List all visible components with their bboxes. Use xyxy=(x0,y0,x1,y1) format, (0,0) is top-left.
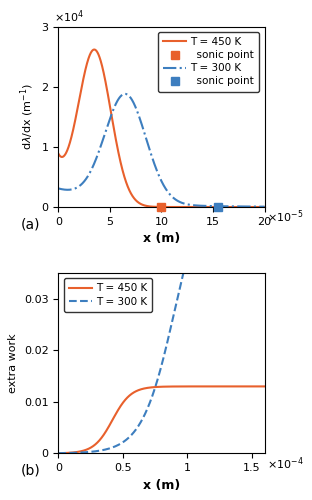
Text: $\times10^{-4}$: $\times10^{-4}$ xyxy=(267,455,303,472)
Y-axis label: d$\lambda$/dx (m$^{-1}$): d$\lambda$/dx (m$^{-1}$) xyxy=(18,84,36,150)
Text: (a): (a) xyxy=(21,217,41,231)
Legend: T = 450 K,   sonic point, T = 300 K,   sonic point: T = 450 K, sonic point, T = 300 K, sonic… xyxy=(158,32,259,92)
Text: $\times10^{-5}$: $\times10^{-5}$ xyxy=(267,209,303,226)
X-axis label: x (m): x (m) xyxy=(143,478,180,492)
X-axis label: x (m): x (m) xyxy=(143,232,180,245)
Legend: T = 450 K, T = 300 K: T = 450 K, T = 300 K xyxy=(64,278,152,312)
Text: $\times10^4$: $\times10^4$ xyxy=(54,8,84,25)
Y-axis label: extra work: extra work xyxy=(8,334,18,393)
Text: (b): (b) xyxy=(21,464,41,477)
